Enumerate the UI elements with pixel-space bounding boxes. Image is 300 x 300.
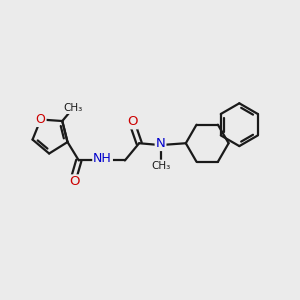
Text: CH₃: CH₃ [151,160,170,170]
Text: NH: NH [93,152,112,165]
Text: O: O [127,115,138,128]
Text: O: O [69,176,80,188]
Text: N: N [156,137,165,150]
Text: CH₃: CH₃ [64,103,83,113]
Text: O: O [36,113,46,126]
